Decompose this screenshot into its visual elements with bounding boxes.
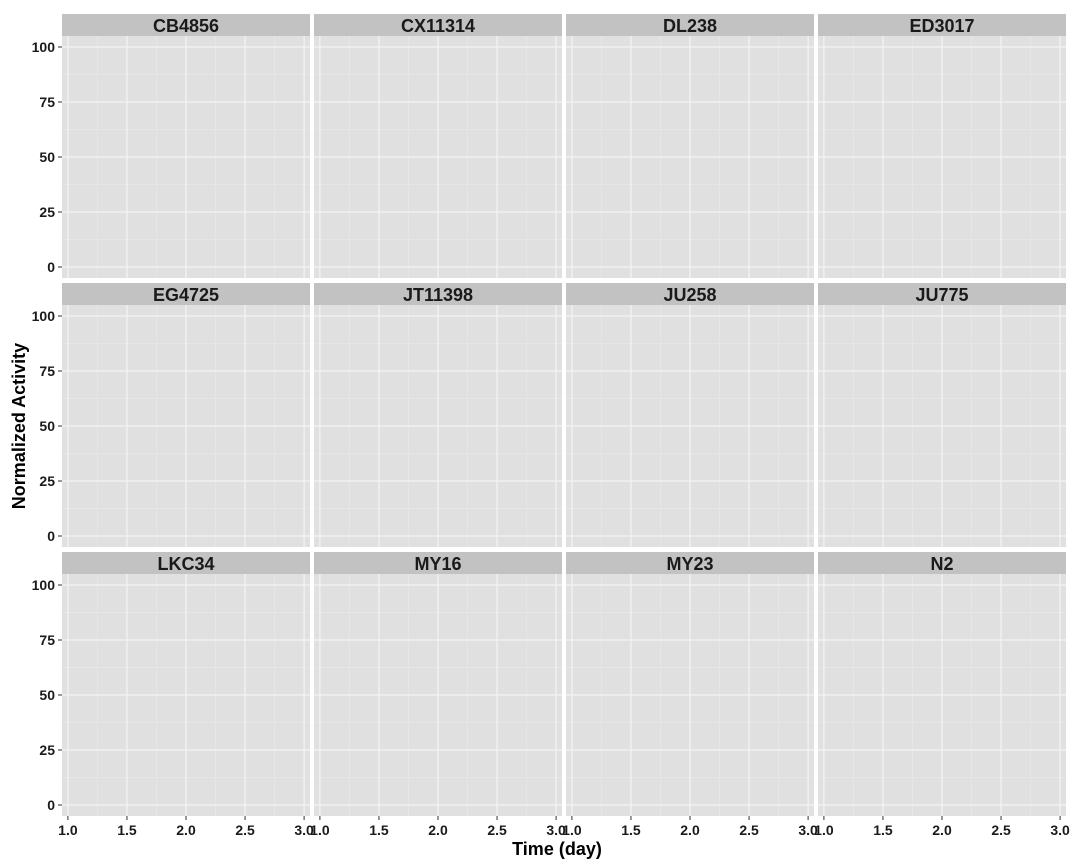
x-tick-label: 1.5 bbox=[117, 822, 137, 838]
y-tick-label: 75 bbox=[39, 632, 55, 648]
facet-strip-label: JU775 bbox=[915, 285, 968, 305]
facet-panel: DL238 bbox=[566, 14, 814, 278]
facet-strip-label: EG4725 bbox=[153, 285, 219, 305]
facet-strip-label: MY16 bbox=[414, 554, 461, 574]
facet-panel: JT11398 bbox=[314, 283, 562, 547]
y-tick-label: 0 bbox=[47, 528, 55, 544]
y-tick-label: 25 bbox=[39, 204, 55, 220]
facet-strip-label: CX11314 bbox=[401, 16, 475, 36]
y-tick-label: 25 bbox=[39, 742, 55, 758]
y-tick-label: 100 bbox=[32, 577, 56, 593]
x-tick-label: 3.0 bbox=[1050, 822, 1070, 838]
facet-strip-label: CB4856 bbox=[153, 16, 219, 36]
facet-panel: LKC34 bbox=[62, 552, 310, 816]
panels-layer: CB4856 CX11314 DL238 ED3017 EG4725 JT11398 JU2… bbox=[62, 14, 1066, 816]
x-tick-label: 2.5 bbox=[235, 822, 255, 838]
x-tick-label: 1.0 bbox=[58, 822, 78, 838]
x-tick-label: 2.0 bbox=[932, 822, 952, 838]
x-tick-label: 2.0 bbox=[176, 822, 196, 838]
y-axis-title: Normalized Activity bbox=[9, 343, 29, 509]
facet-panel: EG4725 bbox=[62, 283, 310, 547]
facet-strip bbox=[314, 14, 562, 36]
x-tick-label: 3.0 bbox=[294, 822, 314, 838]
x-tick-label: 1.0 bbox=[562, 822, 582, 838]
x-tick-label: 2.5 bbox=[991, 822, 1011, 838]
x-axes-layer: 1.0 1.5 2.0 2.5 3.01.0 1.5 2.0 2.5 3.01.0 1.5 2.0 2… bbox=[58, 816, 1070, 838]
x-tick-label: 1.5 bbox=[369, 822, 389, 838]
y-tick-label: 75 bbox=[39, 94, 55, 110]
y-tick-label: 100 bbox=[32, 308, 56, 324]
facet-panel: MY16 bbox=[314, 552, 562, 816]
facet-panel: JU775 bbox=[818, 283, 1066, 547]
y-tick-label: 50 bbox=[39, 149, 55, 165]
facet-strip bbox=[314, 552, 562, 574]
y-tick-label: 100 bbox=[32, 39, 56, 55]
facet-strip-label: LKC34 bbox=[157, 554, 214, 574]
facet-panel: CX11314 bbox=[314, 14, 562, 278]
y-tick-label: 0 bbox=[47, 259, 55, 275]
x-tick-label: 3.0 bbox=[798, 822, 818, 838]
facet-panel: ED3017 bbox=[818, 14, 1066, 278]
facet-panel: CB4856 bbox=[62, 14, 310, 278]
facet-panel: JU258 bbox=[566, 283, 814, 547]
facet-strip bbox=[566, 283, 814, 305]
facet-strip bbox=[62, 283, 310, 305]
facet-panel: N2 bbox=[818, 552, 1066, 816]
facet-strip-label: MY23 bbox=[666, 554, 713, 574]
y-tick-label: 50 bbox=[39, 418, 55, 434]
y-axes-layer: 0 25 50 75 100 0 25 50 75 100 0 25 50 75 100 bbox=[32, 39, 62, 813]
y-tick-label: 25 bbox=[39, 473, 55, 489]
facet-strip-label: N2 bbox=[930, 554, 953, 574]
x-axis-title: Time (day) bbox=[512, 839, 602, 859]
facet-strip-label: JT11398 bbox=[403, 285, 473, 305]
facet-strip-label: JU258 bbox=[663, 285, 716, 305]
x-tick-label: 2.5 bbox=[487, 822, 507, 838]
x-tick-label: 1.5 bbox=[873, 822, 893, 838]
facet-strip-label: ED3017 bbox=[909, 16, 974, 36]
x-tick-label: 3.0 bbox=[546, 822, 566, 838]
facet-strip bbox=[62, 14, 310, 36]
facet-strip bbox=[818, 14, 1066, 36]
facet-strip bbox=[62, 552, 310, 574]
x-tick-label: 1.5 bbox=[621, 822, 641, 838]
facet-panel: MY23 bbox=[566, 552, 814, 816]
x-tick-label: 1.0 bbox=[814, 822, 834, 838]
facet-strip bbox=[818, 552, 1066, 574]
y-tick-label: 50 bbox=[39, 687, 55, 703]
facet-strip bbox=[566, 552, 814, 574]
x-tick-label: 2.0 bbox=[428, 822, 448, 838]
facet-strip bbox=[566, 14, 814, 36]
x-tick-label: 2.0 bbox=[680, 822, 700, 838]
facet-strip bbox=[818, 283, 1066, 305]
facet-strip bbox=[314, 283, 562, 305]
x-tick-label: 2.5 bbox=[739, 822, 759, 838]
y-tick-label: 75 bbox=[39, 363, 55, 379]
y-tick-label: 0 bbox=[47, 797, 55, 813]
x-tick-label: 1.0 bbox=[310, 822, 330, 838]
facet-strip-label: DL238 bbox=[663, 16, 717, 36]
